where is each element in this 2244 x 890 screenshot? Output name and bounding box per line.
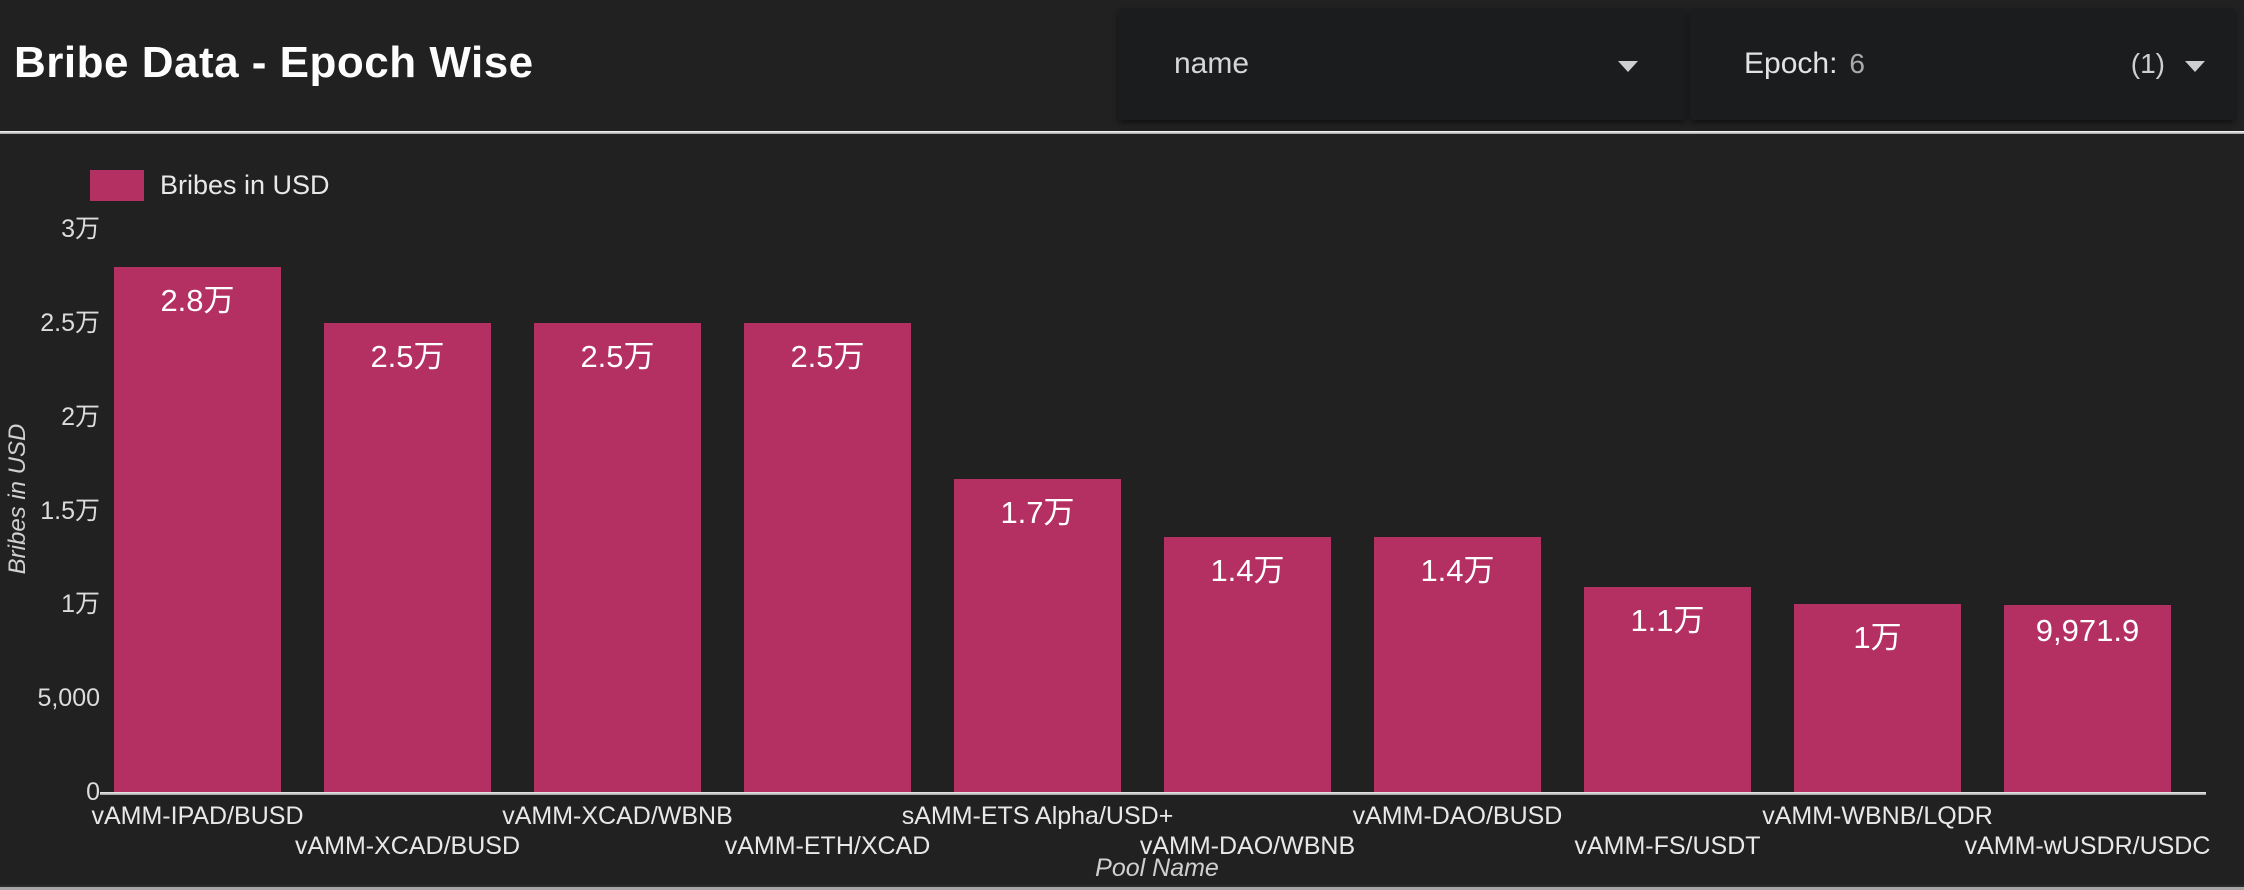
bar-vAMM-IPAD/BUSD[interactable]: 2.8万 <box>114 267 281 792</box>
y-tick-label: 3万 <box>61 215 100 243</box>
bar-value-label: 2.5万 <box>370 339 445 374</box>
x-tick-label: vAMM-XCAD/WBNB <box>502 802 733 830</box>
bar-sAMM-ETS Alpha/USD+[interactable]: 1.7万 <box>954 479 1121 792</box>
header-divider <box>0 131 2244 134</box>
chevron-down-icon <box>1618 60 1638 72</box>
x-tick-label: vAMM-DAO/BUSD <box>1352 802 1563 830</box>
bar-value-label: 1.4万 <box>1210 553 1285 588</box>
y-tick-label: 1万 <box>61 590 100 619</box>
legend-swatch <box>90 170 144 201</box>
y-tick-label: 0 <box>86 778 100 806</box>
bar-value-label: 1.1万 <box>1630 603 1705 638</box>
bar-vAMM-DAO/WBNB[interactable]: 1.4万 <box>1164 537 1331 792</box>
bar-value-label: 1万 <box>1853 620 1902 655</box>
y-tick-label: 1.5万 <box>40 496 100 525</box>
epoch-filter-dropdown[interactable]: Epoch: 6 (1) <box>1690 8 2235 120</box>
y-tick-label: 2万 <box>61 402 100 431</box>
bar-value-label: 1.4万 <box>1420 553 1495 588</box>
x-tick-label: vAMM-XCAD/BUSD <box>294 832 520 860</box>
x-axis-title: Pool Name <box>1095 854 1219 882</box>
bar-value-label: 2.5万 <box>580 339 655 374</box>
bar-value-label: 2.8万 <box>160 283 235 318</box>
bar-vAMM-XCAD/WBNB[interactable]: 2.5万 <box>534 323 701 792</box>
x-tick-label: vAMM-FS/USDT <box>1574 832 1761 860</box>
x-tick-label: vAMM-WBNB/LQDR <box>1762 802 1993 830</box>
bar-vAMM-WBNB/LQDR[interactable]: 1万 <box>1794 604 1961 792</box>
horizontal-scrollbar[interactable] <box>0 885 2244 890</box>
epoch-selection-count: (1) <box>2130 48 2165 79</box>
bar-value-label: 2.5万 <box>790 339 865 374</box>
bar-vAMM-XCAD/BUSD[interactable]: 2.5万 <box>324 323 491 792</box>
epoch-filter-value: 6 <box>1849 48 1865 79</box>
x-tick-label: vAMM-wUSDR/USDC <box>1964 832 2211 860</box>
name-filter-dropdown[interactable]: name <box>1118 8 1686 120</box>
x-tick-label: vAMM-ETH/XCAD <box>724 832 931 860</box>
bar-vAMM-FS/USDT[interactable]: 1.1万 <box>1584 587 1751 792</box>
bar-vAMM-ETH/XCAD[interactable]: 2.5万 <box>744 323 911 792</box>
bar-vAMM-DAO/BUSD[interactable]: 1.4万 <box>1374 537 1541 792</box>
x-tick-label: vAMM-IPAD/BUSD <box>91 802 304 830</box>
x-tick-label: vAMM-DAO/WBNB <box>1139 832 1356 860</box>
legend-label: Bribes in USD <box>160 170 330 200</box>
bar-vAMM-wUSDR/USDC[interactable]: 9,971.9 <box>2004 605 2171 792</box>
chevron-down-icon <box>2185 60 2205 72</box>
chart-legend[interactable]: Bribes in USD <box>90 170 330 201</box>
y-tick-label: 2.5万 <box>40 308 100 337</box>
name-filter-value: name <box>1174 47 1250 80</box>
page-title: Bribe Data - Epoch Wise <box>14 38 534 87</box>
epoch-filter-label: Epoch: <box>1744 47 1838 80</box>
bar-value-label: 9,971.9 <box>2035 613 2140 648</box>
x-axis-line <box>100 792 2206 795</box>
bar-value-label: 1.7万 <box>1000 495 1075 530</box>
x-tick-label: sAMM-ETS Alpha/USD+ <box>901 802 1174 830</box>
y-tick-label: 5,000 <box>37 684 100 713</box>
